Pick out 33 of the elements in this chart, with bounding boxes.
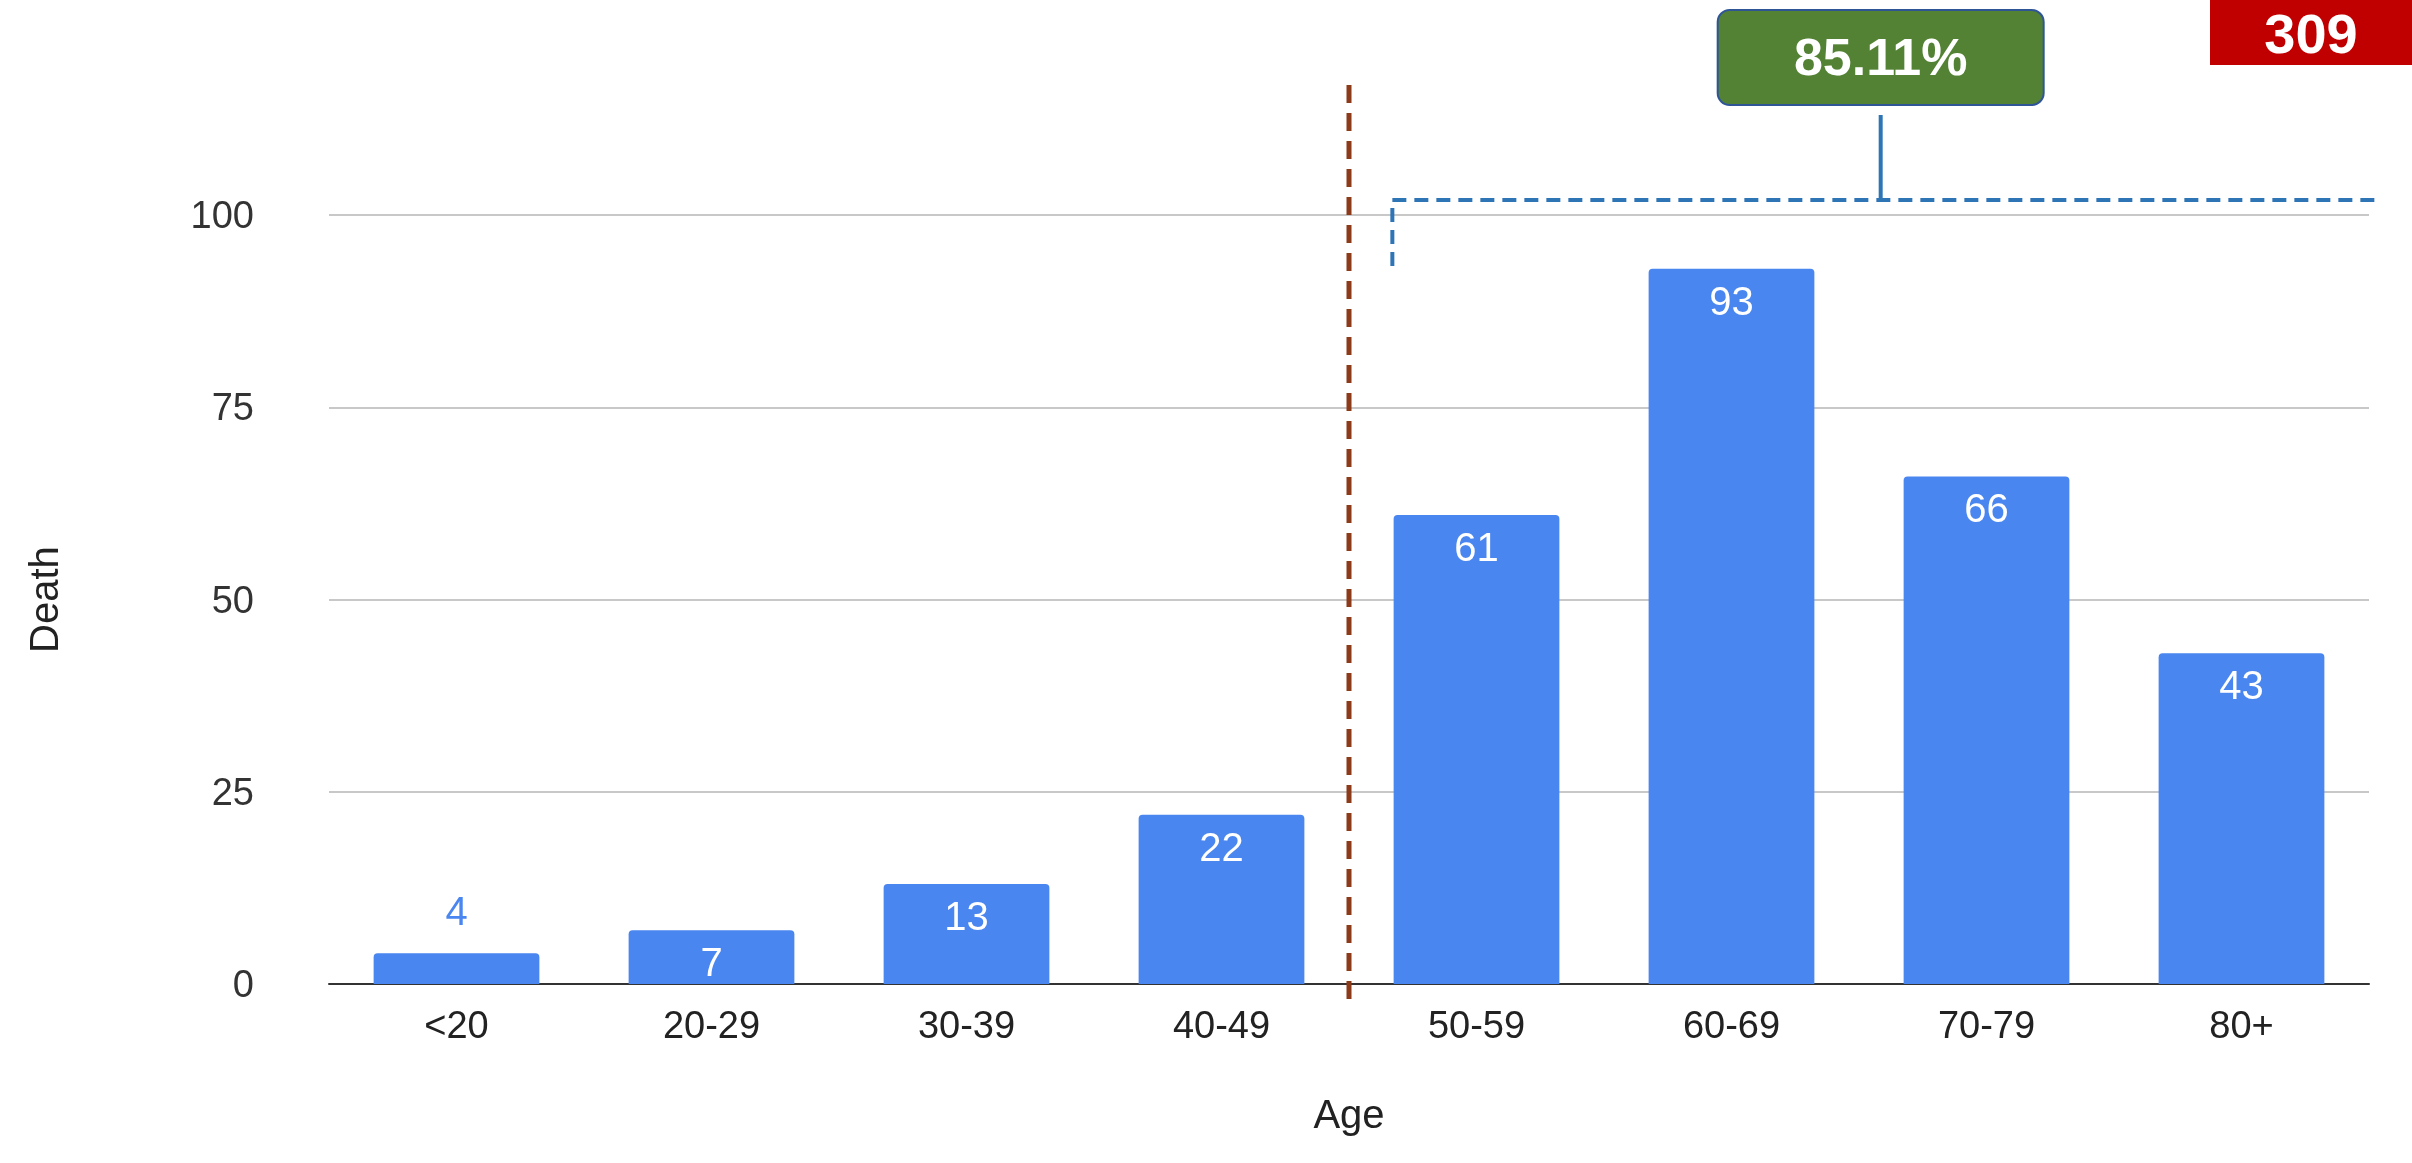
x-tick-label: 60-69 bbox=[1682, 1004, 1781, 1046]
x-tick-label: <20 bbox=[424, 1004, 489, 1046]
bar bbox=[1903, 476, 2070, 984]
x-tick-label: 30-39 bbox=[917, 1004, 1016, 1046]
bar bbox=[373, 953, 540, 984]
bar bbox=[1138, 814, 1305, 984]
data-label: 66 bbox=[1964, 486, 2009, 531]
bar bbox=[883, 884, 1050, 984]
y-axis-title: Death bbox=[22, 546, 66, 653]
data-label: 93 bbox=[1709, 278, 1754, 323]
bar bbox=[1648, 268, 1815, 984]
bar bbox=[2158, 653, 2325, 984]
x-axis-title: Age bbox=[1313, 1092, 1385, 1136]
x-tick-label: 50-59 bbox=[1427, 1004, 1526, 1046]
y-tick-label: 50 bbox=[211, 578, 254, 621]
x-tick-label: 20-29 bbox=[662, 1004, 761, 1046]
x-tick-label: 80+ bbox=[2209, 1004, 2274, 1046]
text: 309 bbox=[2264, 1, 2358, 65]
data-label: 13 bbox=[944, 894, 989, 939]
data-label: 22 bbox=[1199, 824, 1244, 869]
data-label: 7 bbox=[700, 940, 723, 985]
y-tick-label: 25 bbox=[211, 770, 254, 813]
bar bbox=[628, 930, 795, 984]
bar bbox=[1393, 514, 1560, 984]
text: 85.11% bbox=[1793, 28, 1968, 86]
y-tick-label: 0 bbox=[232, 963, 254, 1005]
y-tick-label: 75 bbox=[211, 386, 254, 429]
data-label: 43 bbox=[2219, 663, 2264, 708]
x-tick-label: 40-49 bbox=[1172, 1004, 1271, 1046]
x-tick-label: 70-79 bbox=[1937, 1004, 2036, 1046]
data-label: 61 bbox=[1454, 524, 1499, 569]
data-label: 4 bbox=[445, 889, 468, 934]
y-tick-label: 100 bbox=[190, 194, 254, 236]
